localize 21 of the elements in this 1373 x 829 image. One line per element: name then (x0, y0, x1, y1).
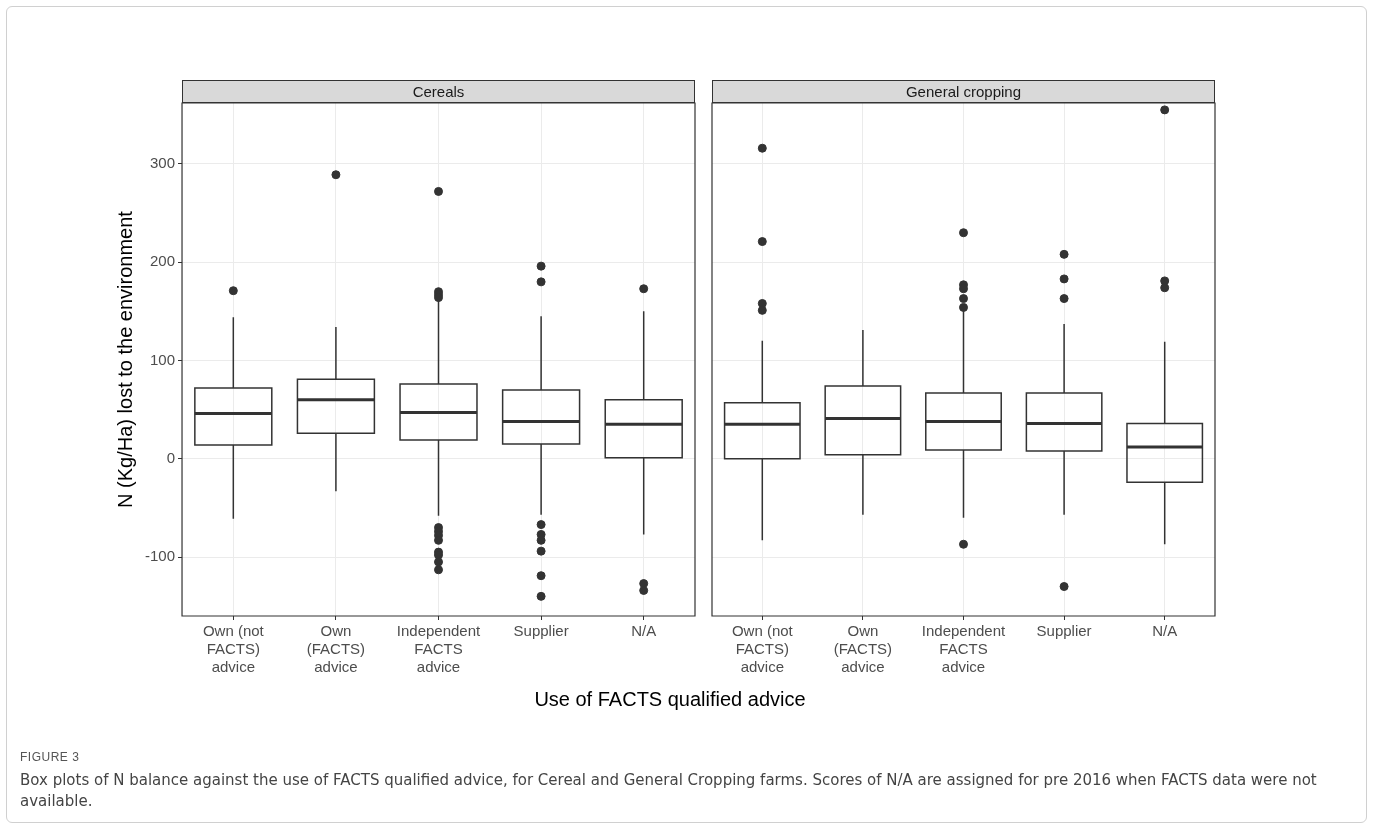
y-tick-label: 100 (149, 350, 176, 368)
x-tick-label: Independent FACTS advice (921, 622, 1007, 676)
x-tick-label: Own (FACTS) advice (833, 622, 893, 676)
y-tick-label: 300 (149, 154, 176, 172)
chart-title: General cropping (712, 80, 1215, 103)
y-tick-label: 0 (166, 448, 176, 466)
x-tick-label: Supplier (513, 622, 569, 640)
chart-title: Cereals (182, 80, 695, 103)
x-tick-label: N/A (631, 622, 657, 640)
x-tick-label: Independent FACTS advice (396, 622, 482, 676)
caption: FIGURE 3 (20, 750, 80, 764)
text: Box plots of N balance against the use of FACTS qualified advice, for Cereal and General Cropping farms. Scores of N/A are assigned for pre 2016 when FACTS data were not available. (20, 770, 1318, 812)
x-tick-label: N/A (1152, 622, 1178, 640)
y-tick-label: -100 (144, 547, 176, 565)
y-axis-title: N (Kg/Ha) lost to the environment (113, 210, 136, 508)
x-tick-label: Own (FACTS) advice (306, 622, 366, 676)
x-tick-label: Own (not FACTS) advice (202, 622, 265, 676)
x-tick-label: Own (not FACTS) advice (731, 622, 794, 676)
x-axis-title: Use of FACTS qualified advice (533, 688, 807, 711)
y-tick-label: 200 (149, 252, 176, 270)
x-tick-label: Supplier (1036, 622, 1092, 640)
